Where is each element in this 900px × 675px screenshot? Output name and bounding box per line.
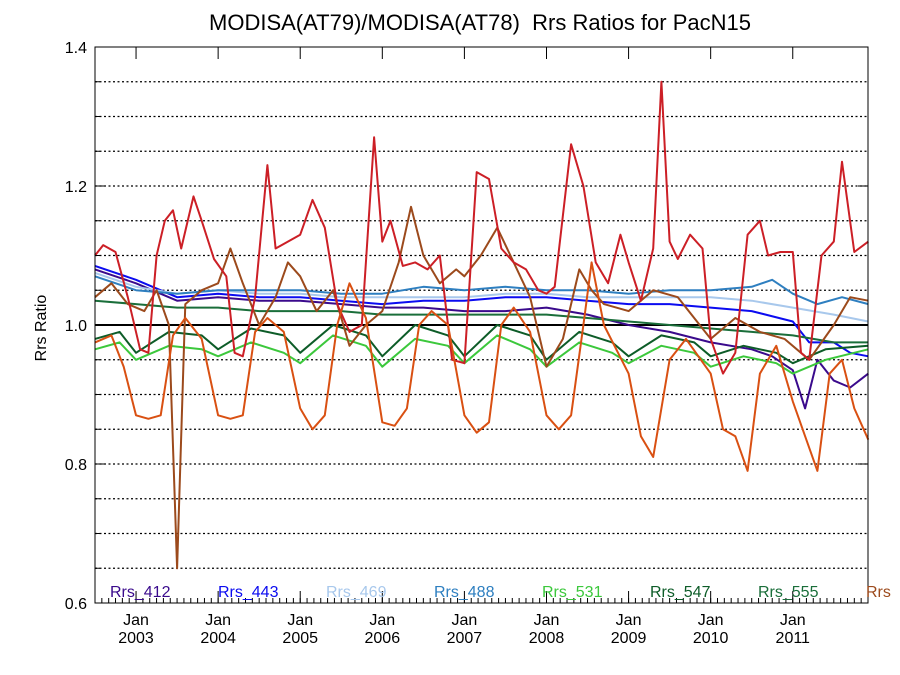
legend-item-rrs-443: Rrs_443	[218, 584, 279, 601]
y-tick-label: 1.0	[65, 318, 87, 335]
x-tick-month-label: Jan	[369, 612, 395, 629]
x-tick-month-label: Jan	[123, 612, 149, 629]
x-tick-year-label: 2011	[776, 630, 811, 647]
x-tick-year-label: 2006	[365, 630, 401, 647]
y-axis-label: Rrs Ratio	[33, 295, 50, 362]
y-tick-label: 1.2	[65, 179, 87, 196]
series-line-rrs-678	[94, 261, 870, 472]
x-tick-month-label: Jan	[534, 612, 560, 629]
legend-item-rrs-547: Rrs_547	[650, 584, 711, 601]
x-tick-month-label: Jan	[287, 612, 313, 629]
x-tick-year-label: 2005	[282, 630, 318, 647]
series-line-rrs-555	[94, 299, 869, 344]
y-tick-label: 0.6	[65, 596, 87, 613]
series-lines	[94, 80, 870, 570]
legend-item-rrs-469: Rrs_469	[326, 584, 387, 601]
x-tick-year-label: 2010	[693, 630, 729, 647]
x-tick-year-label: 2007	[447, 630, 483, 647]
x-tick-month-label: Jan	[616, 612, 642, 629]
legend-item-rrs-531: Rrs_531	[542, 584, 603, 601]
legend-item-rrs: Rrs	[866, 584, 891, 601]
x-tick-month-label: Jan	[698, 612, 724, 629]
y-tick-label: 0.8	[65, 457, 87, 474]
chart-title: MODISA(AT79)/MODISA(AT78) Rrs Ratios for…	[209, 10, 751, 35]
legend: Rrs_412 Rrs_443 Rrs_469 Rrs_488 Rrs_531 Rrs_5…	[110, 584, 891, 601]
x-tick-year-label: 2008	[529, 630, 565, 647]
y-tick-label: 1.4	[65, 40, 87, 57]
series-line-rrs-667	[94, 80, 869, 375]
legend-item-rrs-488: Rrs_488	[434, 584, 495, 601]
x-axis: Jan2003Jan2004Jan2005Jan2006Jan2007Jan20…	[94, 47, 869, 647]
x-tick-month-label: Jan	[451, 612, 477, 629]
x-tick-year-label: 2004	[200, 630, 236, 647]
x-tick-month-label: Jan	[205, 612, 231, 629]
x-tick-year-label: 2009	[611, 630, 647, 647]
x-tick-month-label: Jan	[780, 612, 806, 629]
legend-item-rrs-555: Rrs_555	[758, 584, 819, 601]
x-tick-year-label: 2003	[118, 630, 154, 647]
legend-item-rrs-412: Rrs_412	[110, 584, 171, 601]
series-line-rrs-645	[94, 205, 869, 570]
y-axis: 0.6 0.8 1.0 1.2 1.4	[65, 40, 868, 613]
series-line-rrs-443	[94, 264, 869, 358]
series-line-rrs-412	[94, 268, 869, 410]
